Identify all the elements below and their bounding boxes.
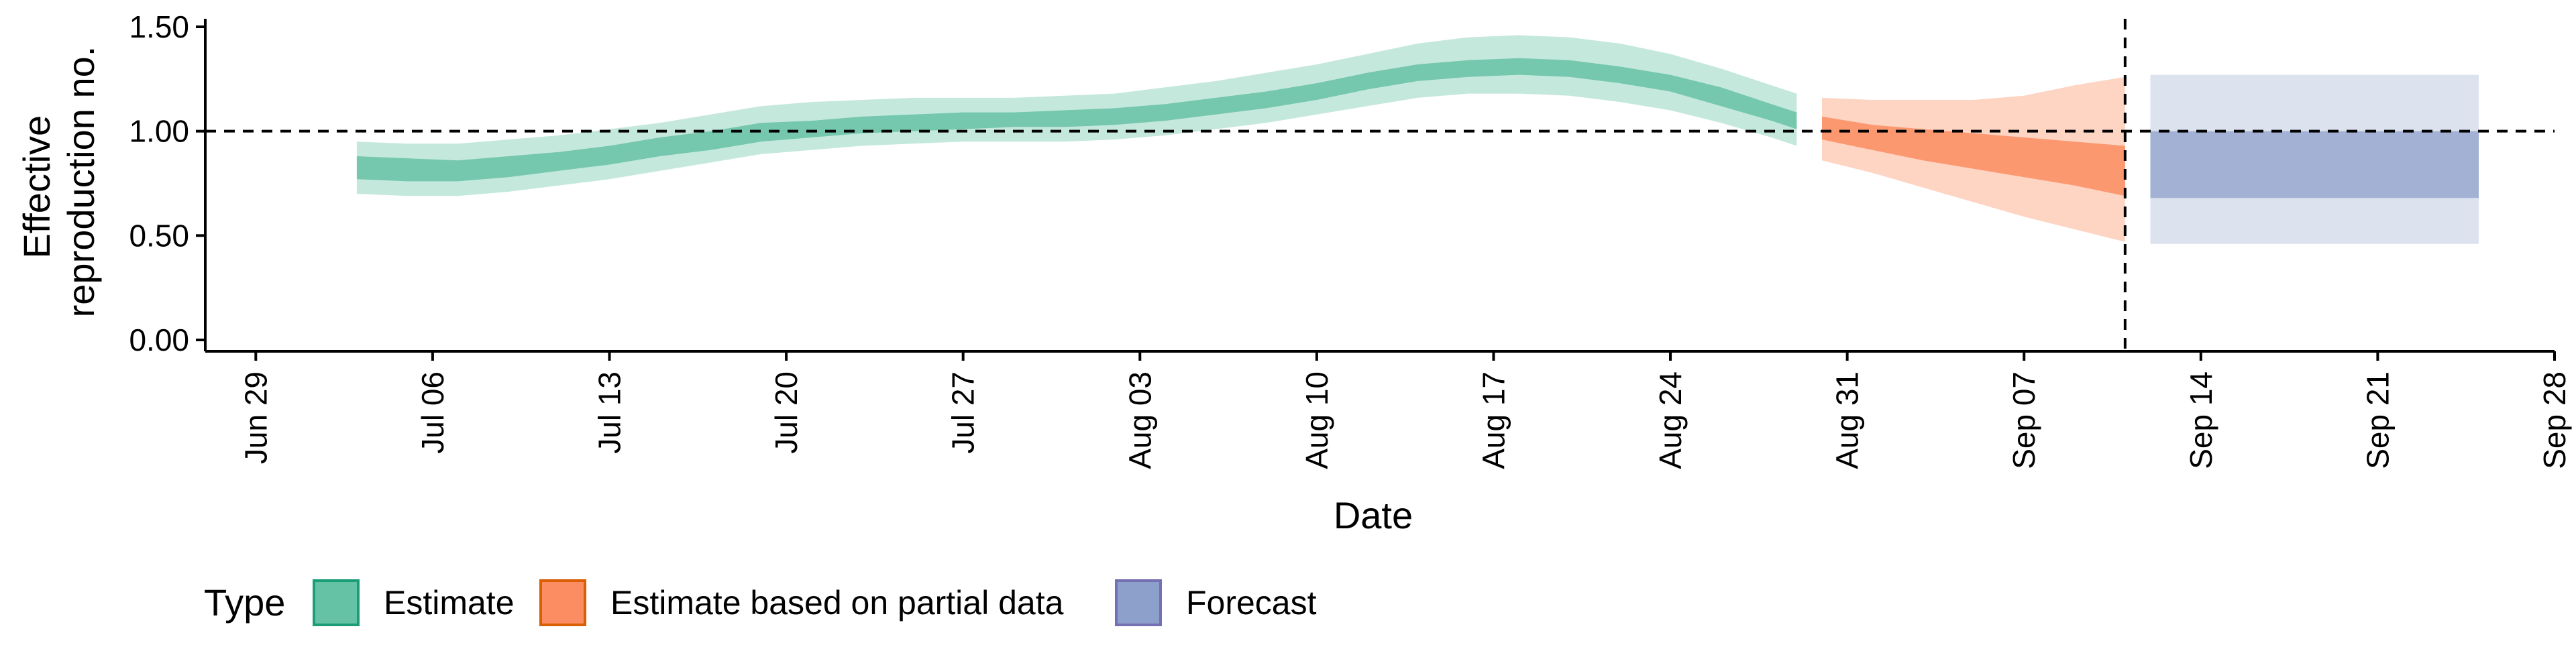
reference-lines	[205, 19, 2555, 351]
band-50-estimate-based-on-partial-data	[1822, 116, 2125, 196]
x-ticks: Jun 29 Jul 06 Jul 13 Jul 20 Jul 27 Aug 03 Aug …	[238, 351, 2572, 469]
bands-layer	[356, 35, 2479, 244]
x-tick-label: Sep 28	[2537, 371, 2572, 469]
x-tick-label: Aug 03	[1122, 371, 1157, 469]
x-tick-label: Aug 17	[1476, 371, 1511, 469]
x-tick-label: Sep 14	[2184, 371, 2218, 469]
y-axis-title-line2: reproduction no.	[60, 46, 102, 318]
legend-label-forecast: Forecast	[1186, 584, 1317, 622]
legend-item-estimate: Estimate	[313, 579, 515, 626]
y-axis-title: Effective reproduction no.	[15, 46, 102, 318]
y-tick-label: 1.50	[129, 9, 189, 44]
x-tick-label: Jul 13	[592, 371, 627, 454]
y-tick-label: 0.50	[129, 218, 189, 253]
legend-title: Type	[204, 581, 285, 624]
x-tick-label: Sep 07	[2006, 371, 2041, 469]
legend-key-forecast	[1115, 579, 1162, 626]
x-tick-label: Jul 06	[415, 371, 450, 454]
axes: 0.00 0.50 1.00 1.50 Jun 29 Jul 06 Jul 13 Jul 2…	[129, 9, 2572, 469]
band-50-estimate	[356, 58, 1797, 182]
x-tick-label: Aug 31	[1830, 371, 1865, 469]
x-tick-label: Aug 24	[1653, 371, 1688, 469]
x-tick-label: Aug 10	[1299, 371, 1334, 469]
legend-item-estimate-based-on-partial-data: Estimate based on partial data	[539, 579, 1064, 626]
legend-label-estimate-based-on-partial-data: Estimate based on partial data	[610, 584, 1064, 622]
x-tick-label: Jul 20	[769, 371, 804, 454]
legend-key-estimate	[313, 579, 360, 626]
legend: Type Estimate Estimate based on partial d…	[204, 579, 1317, 626]
y-tick-label: 1.00	[129, 114, 189, 149]
legend-items: Estimate Estimate based on partial data Fo…	[313, 579, 1317, 626]
x-axis-title: Date	[1334, 494, 1413, 536]
legend-item-forecast: Forecast	[1115, 579, 1317, 626]
band-50-forecast	[2150, 131, 2479, 198]
x-tick-label: Jun 29	[238, 371, 273, 464]
y-tick-label: 0.00	[129, 322, 189, 357]
y-ticks: 0.00 0.50 1.00 1.50	[129, 9, 205, 357]
x-tick-label: Jul 27	[946, 371, 981, 454]
y-axis-title-line1: Effective	[15, 115, 58, 259]
legend-key-estimate-based-on-partial-data	[539, 579, 586, 626]
legend-label-estimate: Estimate	[384, 584, 515, 622]
x-tick-label: Sep 21	[2360, 371, 2395, 469]
